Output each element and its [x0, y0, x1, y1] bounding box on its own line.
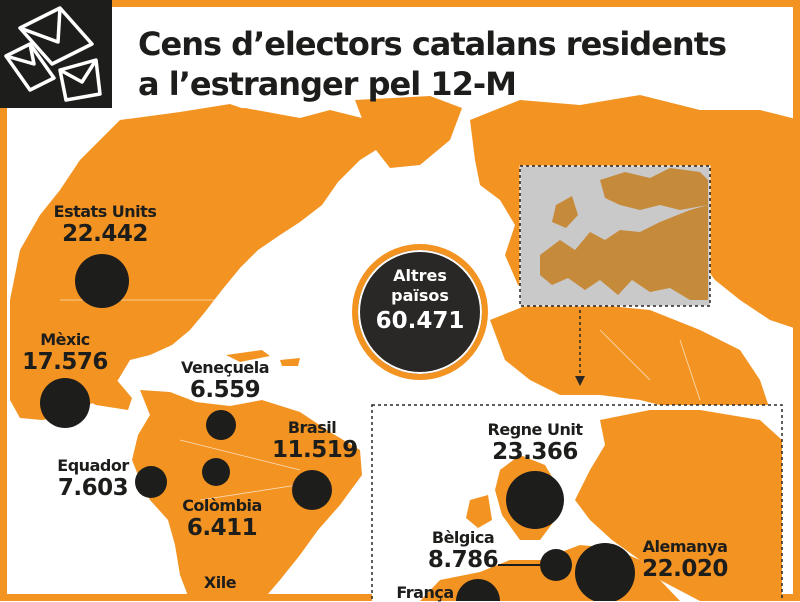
- greenland-land: [355, 96, 462, 168]
- label-brasil: Brasil 11.519: [272, 418, 358, 463]
- europe-locator-inset: [519, 165, 711, 307]
- label-belgica: Bèlgica 8.786: [418, 528, 508, 573]
- africa-land: [490, 300, 770, 430]
- country-value: 11.519: [272, 437, 358, 463]
- country-name: Alemanya: [642, 537, 728, 556]
- altres-label: Altres països 60.471: [352, 266, 488, 336]
- page-title: Cens d’electors catalans residents a l’e…: [138, 24, 778, 104]
- country-value: 22.442: [62, 221, 148, 247]
- country-name: Bèlgica: [431, 528, 495, 547]
- label-mexic: Mèxic 17.576: [20, 330, 110, 375]
- country-value: 23.366: [492, 439, 578, 465]
- altres-name-2: països: [391, 286, 449, 305]
- country-name: Veneçuela: [180, 358, 270, 377]
- altres-bubble: [352, 244, 488, 380]
- altres-value: 60.471: [375, 308, 465, 334]
- title-line-2: a l’estranger pel 12-M: [138, 65, 517, 103]
- country-name: França: [396, 583, 454, 602]
- country-value: 6.559: [189, 377, 261, 403]
- label-alemanya: Alemanya 22.020: [630, 537, 740, 582]
- label-colombia: Colòmbia 6.411: [172, 496, 272, 541]
- country-name: Xile: [203, 573, 237, 592]
- country-name: Estats Units: [53, 202, 157, 221]
- country-name: Mèxic: [40, 330, 90, 349]
- label-equador: Equador 7.603: [48, 456, 138, 501]
- country-value: 7.603: [57, 475, 129, 501]
- country-value: 8.786: [427, 547, 499, 573]
- label-regne-unit: Regne Unit 23.366: [470, 420, 600, 465]
- title-line-1: Cens d’electors catalans residents: [138, 25, 727, 63]
- envelope-icon: [0, 0, 112, 108]
- country-value: 17.576: [22, 349, 108, 375]
- label-franca: França: [385, 583, 465, 602]
- country-value: 22.020: [642, 556, 728, 582]
- country-name: Equador: [57, 456, 129, 475]
- label-estats-units: Estats Units 22.442: [40, 202, 170, 247]
- country-name: Colòmbia: [182, 496, 262, 515]
- altres-name-1: Altres: [393, 266, 447, 285]
- label-xile: Xile: [180, 573, 260, 592]
- country-value: 6.411: [186, 515, 258, 541]
- label-veneçuela: Veneçuela 6.559: [165, 358, 285, 403]
- country-name: Brasil: [287, 418, 337, 437]
- arctic-islands-land: [180, 104, 270, 130]
- country-name: Regne Unit: [487, 420, 583, 439]
- north-america-land: [10, 108, 392, 420]
